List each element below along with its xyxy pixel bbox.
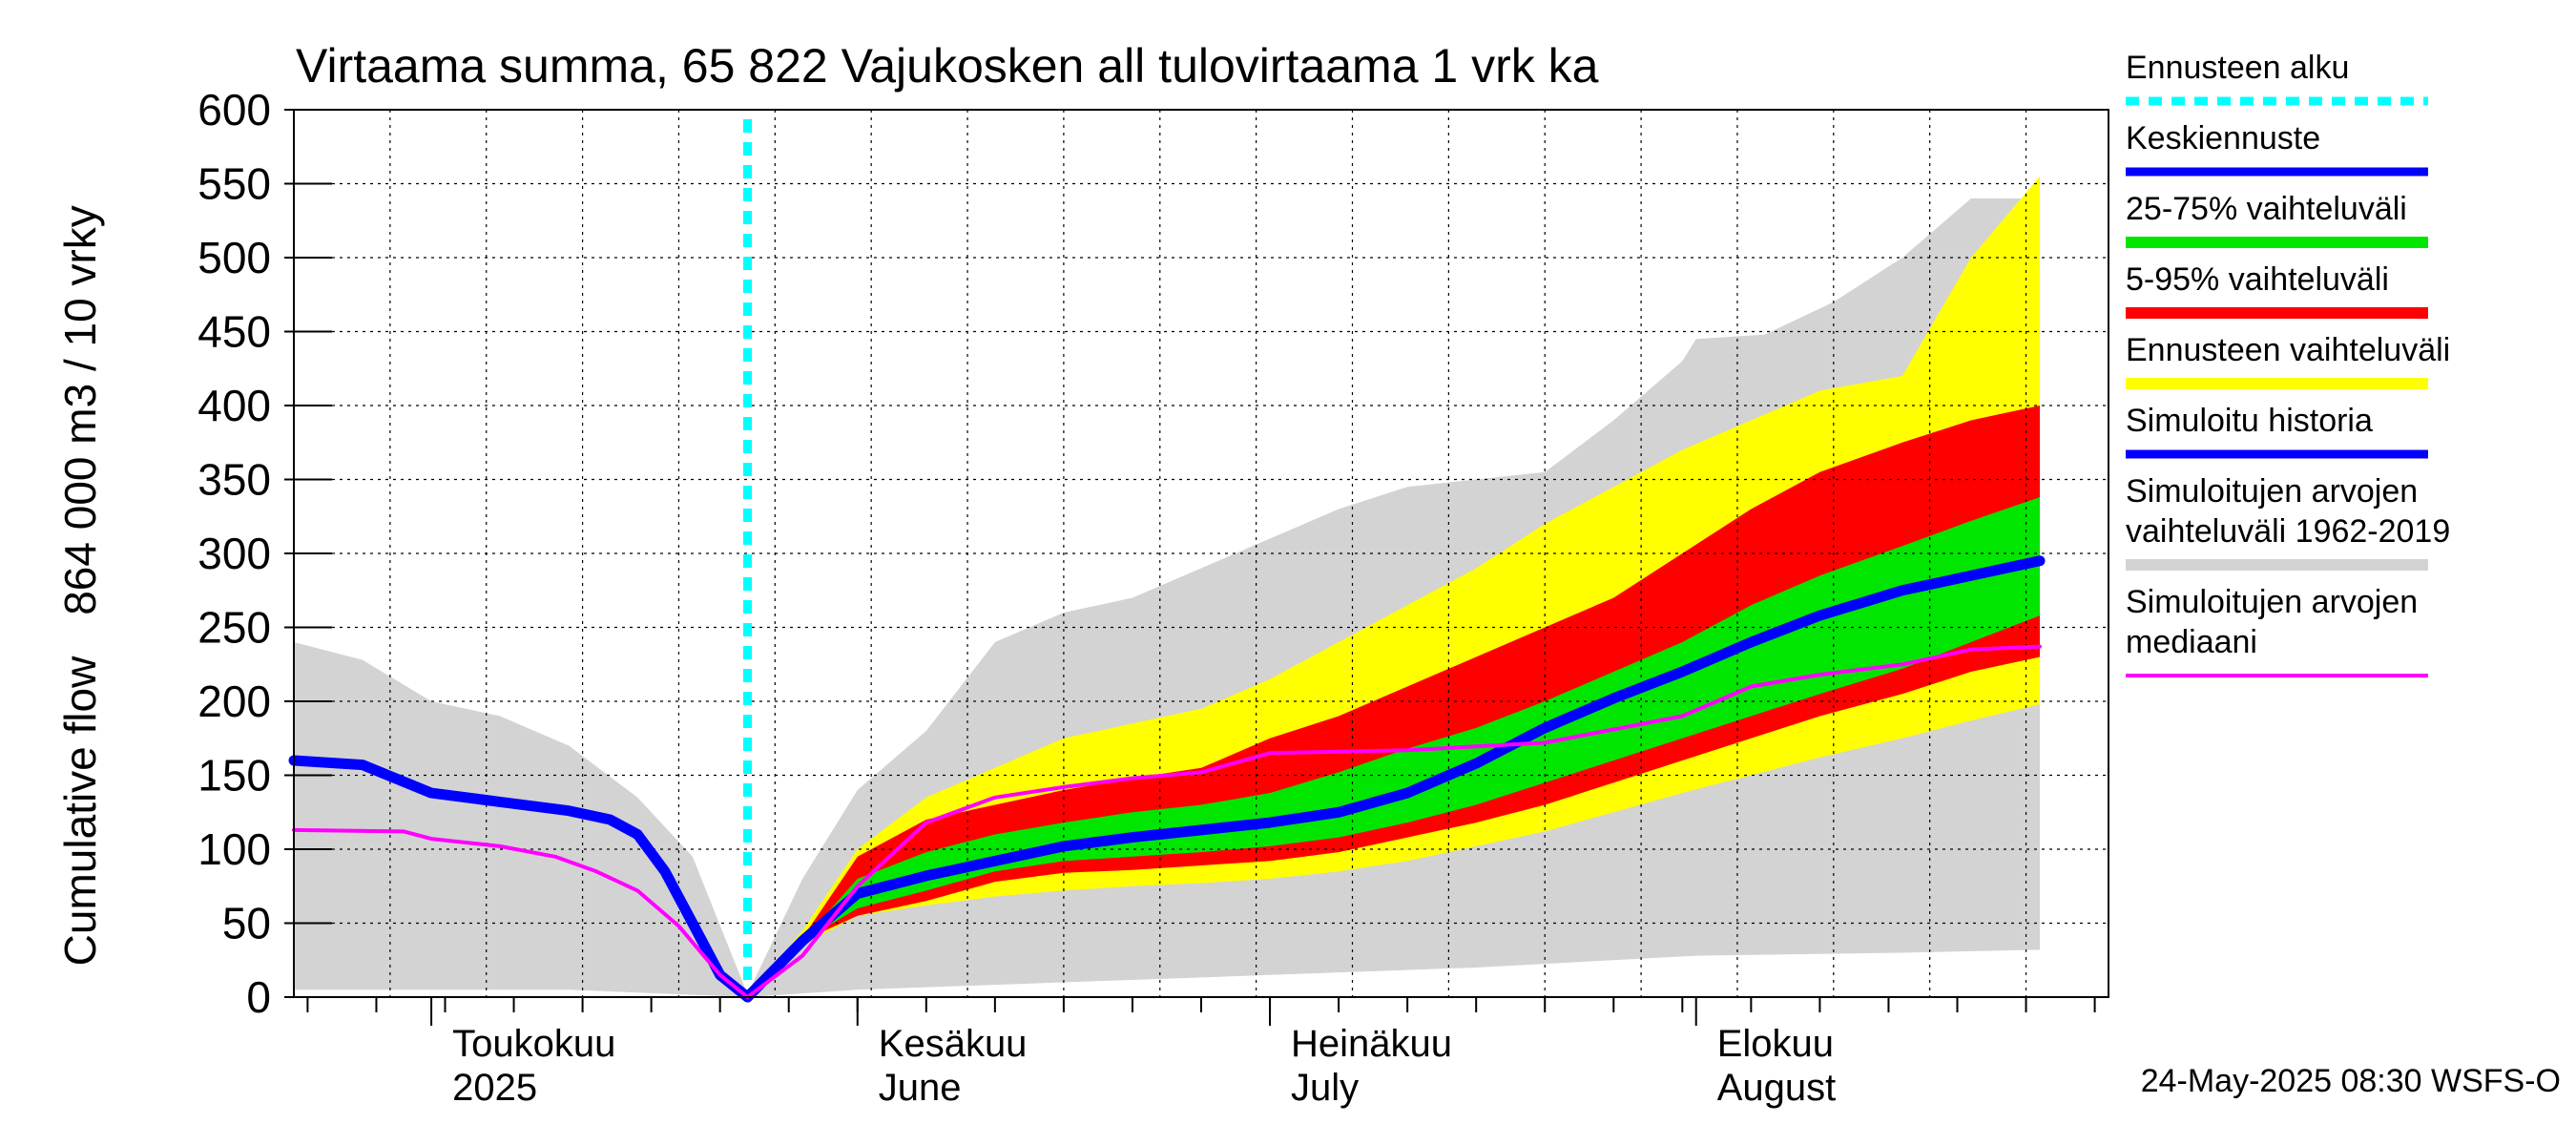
legend-label: Ennusteen vaihteluväli [2126,332,2450,368]
y-tick-label: 400 [197,381,271,430]
legend-label: Ennusteen alku [2126,50,2349,86]
p25-75-band [747,497,2040,997]
series-line [292,644,2042,999]
y-tick-label: 100 [197,824,271,874]
x-month-sublabel: June [879,1067,962,1109]
y-tick-label: 50 [222,899,271,948]
legend-label: vaihteluväli 1962-2019 [2126,513,2450,550]
y-tick-label: 0 [246,972,271,1022]
legend-label: Simuloitujen arvojen [2126,473,2418,510]
chart-title: Virtaama summa, 65 822 Vajukosken all tu… [296,39,1599,93]
y-tick-label: 450 [197,307,271,357]
y-axis-label-top: 864 000 m3 / 10 vrky [55,205,105,615]
x-month-sublabel: July [1291,1067,1359,1109]
lines-layer [288,555,2046,1003]
x-month-label: Elokuu [1717,1023,1834,1065]
legend-label: 5-95% vaihteluväli [2126,261,2389,298]
axes-layer [284,109,2109,1026]
y-tick-label: 300 [197,529,271,578]
y-tick-label: 200 [197,677,271,726]
x-month-sublabel: August [1717,1067,1837,1109]
y-tick-label: 550 [197,159,271,209]
y-tick-labels: 0 50 100 150 200 250 300 350 400 450 500 550 600 [197,85,271,1022]
y-tick-label: 250 [197,603,271,653]
grid-layer [294,109,2109,997]
series-line [288,755,753,1003]
footer-timestamp: 24-May-2025 08:30 WSFS-O [2141,1063,2561,1099]
x-month-label: Kesäkuu [879,1023,1028,1065]
legend: Ennusteen alku Keskiennuste 25-75% vaihtel… [2126,50,2450,677]
x-month-label: Heinäkuu [1291,1023,1452,1065]
legend-label: 25-75% vaihteluväli [2126,191,2407,227]
x-month-sublabel: 2025 [452,1067,537,1109]
legend-label: Simuloitujen arvojen [2126,584,2418,620]
y-tick-label: 350 [197,455,271,505]
y-axis-label-bottom: Cumulative flow [55,656,105,966]
legend-label: Simuloitu historia [2126,403,2373,439]
legend-label: Keskiennuste [2126,120,2320,156]
y-tick-label: 500 [197,233,271,282]
series-line [742,555,2046,1003]
x-month-label: Toukokuu [452,1023,615,1065]
y-tick-label: 150 [197,751,271,801]
y-tick-label: 600 [197,85,271,135]
bands-layer [294,176,2040,998]
legend-label: mediaani [2126,624,2257,660]
